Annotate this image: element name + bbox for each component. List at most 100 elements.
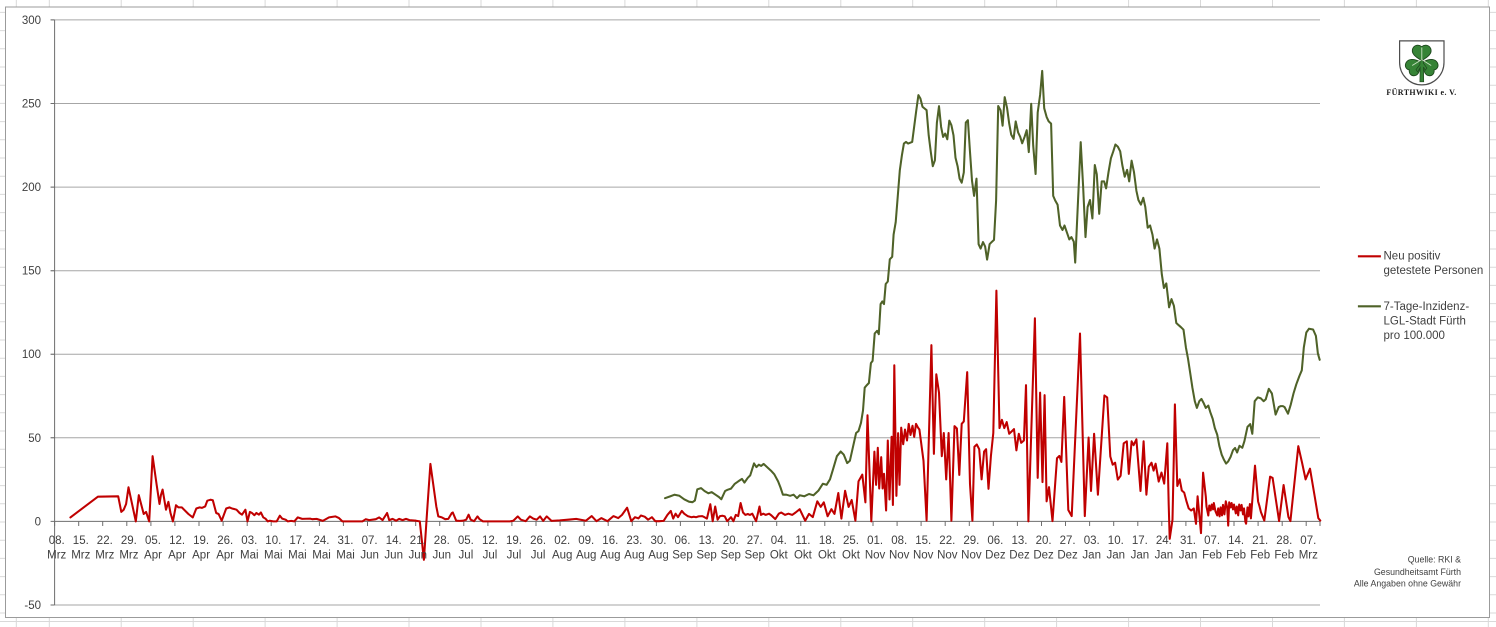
svg-text:12.: 12. (482, 535, 498, 547)
svg-text:19.: 19. (193, 535, 209, 547)
svg-text:Feb: Feb (1202, 550, 1222, 562)
svg-text:Alle Angaben ohne Gewähr: Alle Angaben ohne Gewähr (1354, 578, 1461, 588)
svg-text:Mai: Mai (240, 550, 259, 562)
svg-text:Okt: Okt (818, 550, 837, 562)
svg-text:Mai: Mai (264, 550, 283, 562)
svg-text:02.: 02. (554, 535, 570, 547)
svg-text:28.: 28. (1276, 535, 1292, 547)
svg-text:09.: 09. (578, 535, 594, 547)
svg-text:Sep: Sep (696, 550, 716, 562)
svg-text:18.: 18. (819, 535, 835, 547)
svg-text:08.: 08. (49, 535, 65, 547)
svg-text:Jan: Jan (1155, 550, 1174, 562)
svg-text:26.: 26. (530, 535, 546, 547)
svg-text:Feb: Feb (1226, 550, 1246, 562)
svg-text:LGL-Stadt Fürth: LGL-Stadt Fürth (1384, 316, 1466, 328)
svg-text:27.: 27. (747, 535, 763, 547)
svg-text:Mrz: Mrz (119, 550, 138, 562)
svg-text:06.: 06. (675, 535, 691, 547)
svg-text:05.: 05. (458, 535, 474, 547)
svg-text:17.: 17. (1132, 535, 1148, 547)
svg-text:07.: 07. (362, 535, 378, 547)
svg-text:15.: 15. (73, 535, 89, 547)
svg-text:300: 300 (22, 15, 41, 27)
svg-text:11.: 11. (795, 535, 810, 547)
svg-text:Nov: Nov (937, 550, 958, 562)
svg-text:30.: 30. (651, 535, 667, 547)
svg-text:14.: 14. (1228, 535, 1244, 547)
svg-text:Mai: Mai (288, 550, 307, 562)
svg-text:100: 100 (22, 349, 41, 361)
svg-text:24.: 24. (1156, 535, 1172, 547)
svg-text:Quelle: RKI &: Quelle: RKI & (1408, 555, 1461, 565)
svg-text:27.: 27. (1060, 535, 1076, 547)
svg-text:Jun: Jun (433, 550, 452, 562)
svg-text:28.: 28. (434, 535, 450, 547)
svg-text:08.: 08. (891, 535, 907, 547)
svg-text:Nov: Nov (889, 550, 910, 562)
svg-text:Aug: Aug (648, 550, 668, 562)
svg-text:Dez: Dez (1009, 550, 1030, 562)
svg-text:06.: 06. (987, 535, 1003, 547)
svg-text:Neu positiv: Neu positiv (1384, 251, 1441, 263)
svg-text:20.: 20. (1036, 535, 1052, 547)
svg-text:29.: 29. (121, 535, 137, 547)
svg-text:pro 100.000: pro 100.000 (1384, 330, 1445, 342)
svg-text:17.: 17. (289, 535, 305, 547)
svg-text:16.: 16. (602, 535, 618, 547)
svg-text:getestete Personen: getestete Personen (1384, 265, 1484, 277)
svg-text:14.: 14. (386, 535, 402, 547)
svg-text:Aug: Aug (576, 550, 596, 562)
svg-text:Jan: Jan (1179, 550, 1198, 562)
svg-text:Mai: Mai (312, 550, 331, 562)
svg-text:Aug: Aug (552, 550, 572, 562)
svg-text:Aug: Aug (624, 550, 644, 562)
svg-text:FÜRTHWIKI e. V.: FÜRTHWIKI e. V. (1386, 88, 1456, 97)
svg-text:7-Tage-Inzidenz-: 7-Tage-Inzidenz- (1384, 301, 1470, 313)
svg-text:21.: 21. (1252, 535, 1268, 547)
svg-text:21.: 21. (410, 535, 426, 547)
svg-text:Jun: Jun (409, 550, 428, 562)
svg-text:Nov: Nov (961, 550, 982, 562)
svg-text:200: 200 (22, 182, 41, 194)
svg-text:13.: 13. (1012, 535, 1028, 547)
svg-text:Dez: Dez (1033, 550, 1054, 562)
svg-text:05.: 05. (145, 535, 161, 547)
svg-text:Sep: Sep (672, 550, 692, 562)
svg-text:Apr: Apr (192, 550, 210, 562)
svg-text:Jan: Jan (1107, 550, 1126, 562)
svg-text:07.: 07. (1204, 535, 1220, 547)
svg-text:12.: 12. (169, 535, 185, 547)
svg-text:Jan: Jan (1082, 550, 1101, 562)
svg-text:31.: 31. (338, 535, 354, 547)
svg-text:Feb: Feb (1274, 550, 1294, 562)
svg-text:01.: 01. (867, 535, 883, 547)
svg-text:29.: 29. (963, 535, 979, 547)
svg-text:Feb: Feb (1250, 550, 1270, 562)
svg-text:Nov: Nov (865, 550, 886, 562)
svg-text:22.: 22. (97, 535, 113, 547)
svg-text:24.: 24. (314, 535, 330, 547)
svg-text:Mrz: Mrz (47, 550, 66, 562)
svg-text:250: 250 (22, 99, 41, 111)
svg-text:Jun: Jun (384, 550, 403, 562)
svg-text:26.: 26. (217, 535, 233, 547)
svg-text:03.: 03. (241, 535, 257, 547)
svg-text:19.: 19. (506, 535, 522, 547)
svg-text:22.: 22. (939, 535, 955, 547)
svg-text:Apr: Apr (216, 550, 234, 562)
svg-text:20.: 20. (723, 535, 739, 547)
svg-text:Mrz: Mrz (71, 550, 90, 562)
svg-text:Mrz: Mrz (95, 550, 114, 562)
svg-text:Jul: Jul (507, 550, 522, 562)
svg-text:Jan: Jan (1131, 550, 1150, 562)
svg-text:Dez: Dez (985, 550, 1006, 562)
svg-text:07.: 07. (1300, 535, 1316, 547)
svg-text:0: 0 (35, 516, 41, 528)
svg-text:Sep: Sep (720, 550, 740, 562)
svg-text:Mai: Mai (336, 550, 355, 562)
svg-text:Jul: Jul (483, 550, 498, 562)
svg-text:Jun: Jun (360, 550, 379, 562)
svg-text:Apr: Apr (144, 550, 162, 562)
svg-text:25.: 25. (843, 535, 859, 547)
